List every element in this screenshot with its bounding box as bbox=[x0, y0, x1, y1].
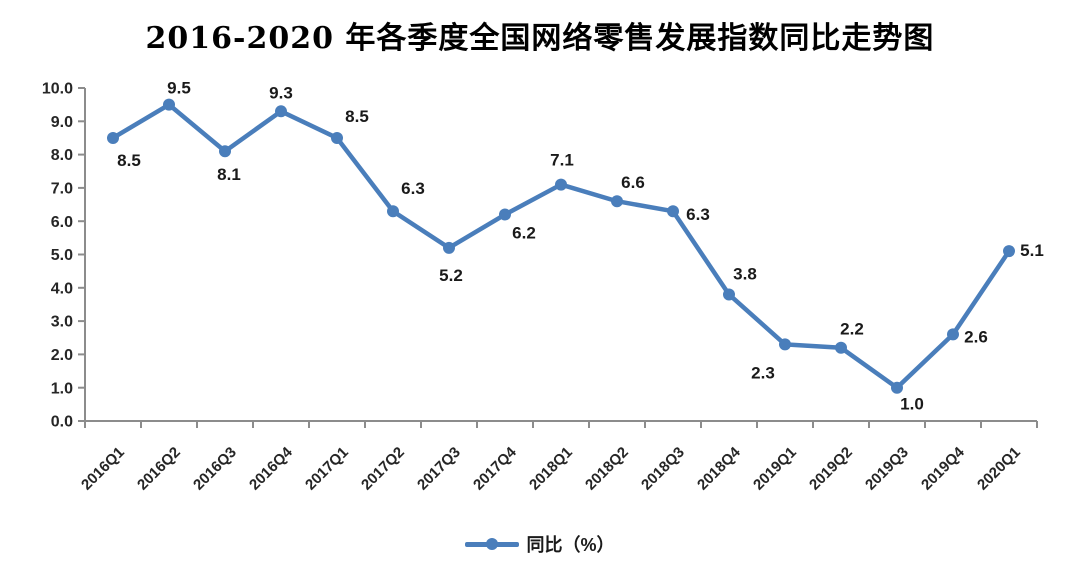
y-tick-label: 2.0 bbox=[51, 347, 73, 364]
data-label: 6.6 bbox=[621, 173, 645, 192]
y-tick-label: 5.0 bbox=[51, 247, 73, 264]
y-tick-label: 8.0 bbox=[51, 147, 73, 164]
data-label: 8.5 bbox=[117, 151, 141, 170]
x-tick-label: 2019Q1 bbox=[750, 444, 800, 494]
data-point bbox=[555, 178, 567, 191]
data-label: 6.2 bbox=[512, 223, 536, 242]
y-tick-label: 3.0 bbox=[51, 314, 73, 331]
data-point bbox=[667, 205, 679, 218]
data-label: 8.1 bbox=[217, 165, 241, 184]
data-point bbox=[947, 328, 959, 341]
legend-label: 同比（%） bbox=[526, 535, 615, 555]
y-tick-label: 10.0 bbox=[42, 81, 73, 98]
data-point bbox=[835, 341, 847, 354]
data-label: 5.1 bbox=[1020, 241, 1044, 260]
data-point bbox=[443, 241, 455, 254]
data-point bbox=[219, 145, 231, 158]
x-tick-label: 2017Q1 bbox=[302, 444, 352, 494]
data-label: 7.1 bbox=[550, 151, 574, 170]
data-label: 6.3 bbox=[686, 205, 710, 224]
x-tick-label: 2016Q2 bbox=[134, 444, 184, 494]
x-tick-label: 2018Q1 bbox=[526, 444, 576, 494]
y-tick-label: 6.0 bbox=[51, 214, 73, 231]
x-tick-label: 2016Q1 bbox=[78, 444, 128, 494]
data-label: 8.5 bbox=[345, 107, 369, 126]
data-label: 3.8 bbox=[733, 264, 757, 283]
data-label: 2.2 bbox=[840, 320, 864, 339]
x-tick-label: 2016Q4 bbox=[246, 443, 296, 493]
legend-dot-icon bbox=[486, 538, 499, 550]
data-point bbox=[779, 338, 791, 351]
x-tick-label: 2019Q4 bbox=[918, 443, 968, 493]
y-tick-label: 4.0 bbox=[51, 280, 73, 297]
data-point bbox=[891, 381, 903, 394]
data-point bbox=[387, 205, 399, 218]
data-label: 9.5 bbox=[167, 79, 191, 98]
y-tick-label: 1.0 bbox=[51, 380, 73, 397]
series-line bbox=[110, 102, 1012, 390]
data-label: 2.3 bbox=[751, 363, 775, 382]
x-tick-label: 2016Q3 bbox=[190, 444, 240, 494]
data-label: 6.3 bbox=[401, 179, 425, 198]
data-point bbox=[611, 195, 623, 208]
chart-legend: 同比（%） bbox=[0, 531, 1080, 557]
legend-line-marker-icon bbox=[465, 538, 520, 550]
x-tick-label: 2017Q2 bbox=[358, 444, 408, 494]
data-point bbox=[275, 105, 287, 118]
x-tick-label: 2020Q1 bbox=[974, 444, 1024, 494]
x-tick-label: 2017Q4 bbox=[470, 443, 520, 493]
data-point bbox=[163, 98, 175, 111]
x-tick-label: 2019Q3 bbox=[862, 444, 912, 494]
data-point bbox=[723, 288, 735, 301]
data-label: 2.6 bbox=[964, 327, 988, 346]
x-tick-label: 2018Q3 bbox=[638, 444, 688, 494]
data-label: 5.2 bbox=[439, 266, 463, 285]
data-point bbox=[499, 208, 511, 221]
data-label: 1.0 bbox=[900, 395, 924, 414]
y-tick-label: 7.0 bbox=[51, 181, 73, 198]
y-tick-label: 9.0 bbox=[51, 114, 73, 131]
y-tick-label: 0.0 bbox=[51, 414, 73, 431]
data-point bbox=[1003, 245, 1015, 258]
data-point bbox=[331, 131, 343, 144]
data-point bbox=[107, 131, 119, 144]
data-label: 9.3 bbox=[269, 83, 293, 102]
chart-title: 2016-2020 年各季度全国网络零售发展指数同比走势图 bbox=[145, 21, 935, 56]
x-tick-label: 2017Q3 bbox=[414, 444, 464, 494]
x-tick-label: 2018Q2 bbox=[582, 444, 632, 494]
x-tick-label: 2019Q2 bbox=[806, 444, 856, 494]
x-tick-label: 2018Q4 bbox=[694, 443, 744, 493]
